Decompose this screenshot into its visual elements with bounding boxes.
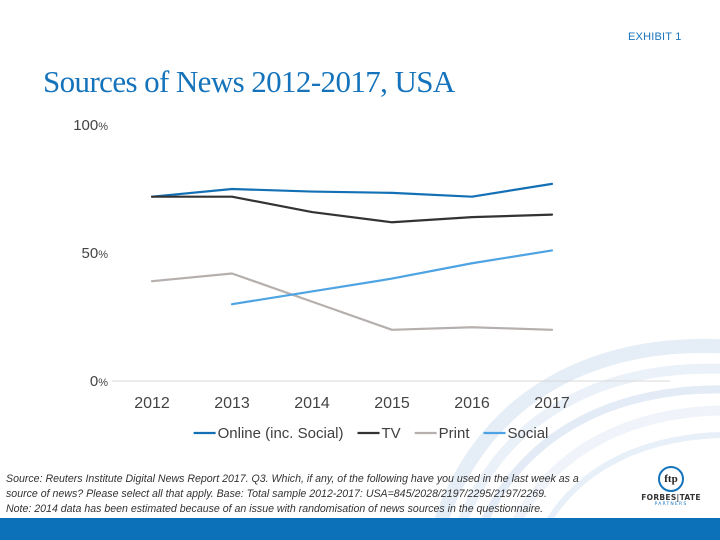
x-tick-label: 2017 — [534, 395, 570, 412]
x-tick-label: 2014 — [294, 395, 330, 412]
legend-item: TV — [357, 425, 401, 442]
logo-monogram: ftp — [658, 466, 684, 492]
exhibit-label: EXHIBIT 1 — [628, 31, 682, 43]
source-line: Note: 2014 data has been estimated becau… — [6, 503, 544, 515]
legend-label: Online (inc. Social) — [218, 425, 344, 442]
legend-label: Print — [439, 425, 471, 442]
source-line: source of news? Please select all that a… — [6, 488, 547, 500]
series-lines — [150, 182, 554, 331]
legend-item: Social — [483, 425, 549, 442]
x-axis-ticks: 2012 2013 2014 2015 2016 2017 — [134, 395, 570, 412]
series-line-print — [150, 272, 554, 331]
line-chart: 0% 50% 100% 2012 2013 2014 2015 2016 2017 Onlin… — [73, 117, 670, 442]
series-line-social — [230, 249, 554, 306]
legend-label: TV — [382, 425, 401, 442]
source-line: Source: Reuters Institute Digital News R… — [6, 473, 579, 485]
legend-item: Print — [414, 425, 471, 442]
source-note: Source: Reuters Institute Digital News R… — [6, 472, 626, 517]
forbes-tate-logo: ftp FORBES|TATE PARTNERS — [636, 466, 706, 510]
series-line-online-inc-social — [150, 182, 554, 198]
legend-item: Online (inc. Social) — [193, 425, 344, 442]
y-tick-label: 0% — [90, 373, 108, 390]
x-tick-label: 2012 — [134, 395, 170, 412]
chart-legend: Online (inc. Social) TV Print Social — [193, 425, 549, 442]
page-title: Sources of News 2012-2017, USA — [43, 64, 455, 99]
series-line-tv — [150, 195, 554, 224]
x-tick-label: 2013 — [214, 395, 250, 412]
y-tick-label: 100% — [73, 117, 108, 134]
x-tick-label: 2015 — [374, 395, 410, 412]
legend-label: Social — [508, 425, 549, 442]
y-tick-label: 50% — [82, 245, 109, 262]
logo-name: FORBES|TATE — [641, 493, 701, 502]
y-axis-ticks: 0% 50% 100% — [73, 117, 108, 390]
footer-bar — [0, 518, 720, 540]
logo-subtitle: PARTNERS — [654, 502, 688, 507]
x-tick-label: 2016 — [454, 395, 490, 412]
